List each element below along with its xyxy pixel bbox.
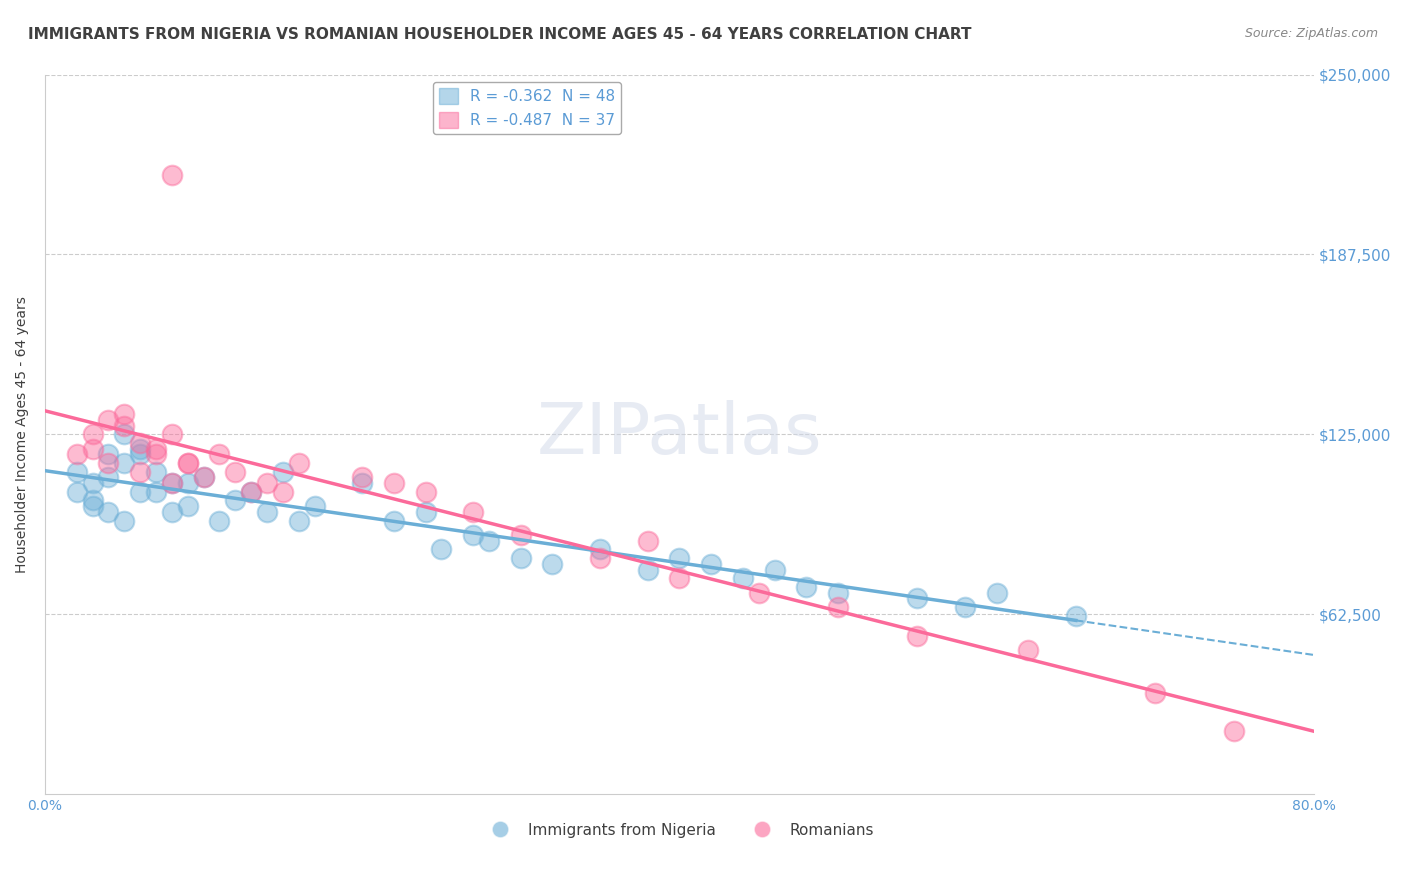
Point <box>763 562 786 576</box>
Point <box>382 476 405 491</box>
Point <box>352 470 374 484</box>
Y-axis label: Householder Income Ages 45 - 64 years: Householder Income Ages 45 - 64 years <box>15 296 30 573</box>
Point <box>160 427 183 442</box>
Point <box>82 493 104 508</box>
Point <box>731 571 754 585</box>
Point <box>478 533 501 548</box>
Point <box>589 551 612 566</box>
Point <box>129 484 152 499</box>
Text: IMMIGRANTS FROM NIGERIA VS ROMANIAN HOUSEHOLDER INCOME AGES 45 - 64 YEARS CORREL: IMMIGRANTS FROM NIGERIA VS ROMANIAN HOUS… <box>28 27 972 42</box>
Point <box>1223 723 1246 738</box>
Point <box>145 484 167 499</box>
Point <box>208 447 231 461</box>
Point <box>637 533 659 548</box>
Point <box>271 484 294 499</box>
Point <box>256 476 278 491</box>
Point <box>827 585 849 599</box>
Point <box>145 465 167 479</box>
Point <box>541 557 564 571</box>
Point <box>352 476 374 491</box>
Point <box>160 505 183 519</box>
Point <box>224 493 246 508</box>
Point <box>66 484 89 499</box>
Point <box>256 505 278 519</box>
Point <box>1144 686 1167 700</box>
Point <box>668 551 690 566</box>
Point <box>637 562 659 576</box>
Point <box>224 465 246 479</box>
Point <box>509 528 531 542</box>
Point <box>953 599 976 614</box>
Point <box>112 407 135 421</box>
Point <box>794 580 817 594</box>
Point <box>827 599 849 614</box>
Point <box>240 484 263 499</box>
Point <box>1064 608 1087 623</box>
Point <box>160 476 183 491</box>
Point <box>177 500 200 514</box>
Point <box>193 470 215 484</box>
Point <box>82 427 104 442</box>
Point <box>700 557 723 571</box>
Point <box>160 168 183 182</box>
Point <box>145 447 167 461</box>
Point <box>430 542 453 557</box>
Point <box>415 484 437 499</box>
Point <box>177 456 200 470</box>
Point <box>97 470 120 484</box>
Point <box>905 629 928 643</box>
Point <box>129 442 152 456</box>
Point <box>382 514 405 528</box>
Point <box>66 447 89 461</box>
Point <box>1017 643 1039 657</box>
Point <box>463 528 485 542</box>
Point <box>463 505 485 519</box>
Point <box>82 476 104 491</box>
Point <box>177 456 200 470</box>
Point <box>193 470 215 484</box>
Point <box>177 476 200 491</box>
Point <box>415 505 437 519</box>
Point <box>112 418 135 433</box>
Point <box>66 465 89 479</box>
Point <box>82 500 104 514</box>
Point <box>208 514 231 528</box>
Point <box>240 484 263 499</box>
Point <box>112 427 135 442</box>
Legend: Immigrants from Nigeria, Romanians: Immigrants from Nigeria, Romanians <box>479 817 880 844</box>
Point <box>112 456 135 470</box>
Point <box>112 514 135 528</box>
Point <box>97 413 120 427</box>
Point <box>97 456 120 470</box>
Point <box>668 571 690 585</box>
Text: ZIPatlas: ZIPatlas <box>537 400 823 469</box>
Point <box>82 442 104 456</box>
Point <box>509 551 531 566</box>
Text: Source: ZipAtlas.com: Source: ZipAtlas.com <box>1244 27 1378 40</box>
Point <box>271 465 294 479</box>
Point <box>97 505 120 519</box>
Point <box>304 500 326 514</box>
Point <box>905 591 928 606</box>
Point <box>589 542 612 557</box>
Point <box>97 447 120 461</box>
Point <box>287 514 309 528</box>
Point <box>986 585 1008 599</box>
Point <box>129 447 152 461</box>
Point <box>129 465 152 479</box>
Point <box>160 476 183 491</box>
Point <box>287 456 309 470</box>
Point <box>129 436 152 450</box>
Point <box>145 442 167 456</box>
Point <box>748 585 770 599</box>
